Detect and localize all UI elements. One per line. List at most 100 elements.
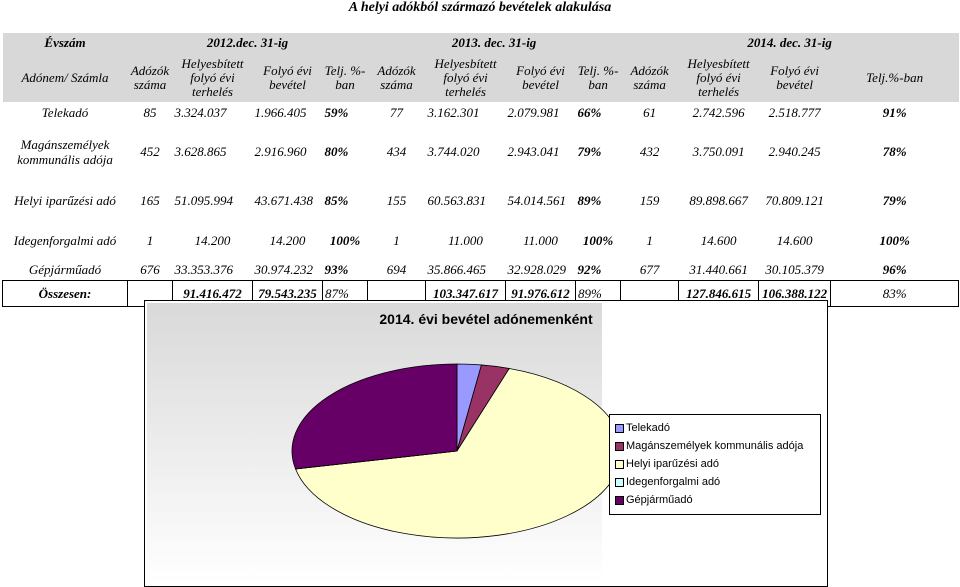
cell: 33.353.376: [174, 262, 234, 277]
legend-label: Magánszemélyek kommunális adója: [626, 440, 804, 452]
cell: 676: [140, 262, 160, 277]
cell: 32.928.029: [507, 262, 567, 277]
legend-swatch: [615, 460, 624, 469]
cell: 165: [140, 192, 160, 208]
cell: 2.742.596: [692, 104, 745, 120]
pie-slice-4: [291, 363, 458, 470]
table-row: Telekadó 85 3.324.037 1.966.405 59% 77 3…: [3, 102, 959, 123]
chart-title: 2014. évi bevétel adónemenként: [379, 311, 593, 327]
cell: 85: [143, 104, 157, 120]
legend-swatch: [615, 478, 624, 487]
row-name: Gépjárműadó: [28, 262, 102, 277]
table-row: Gépjárműadó 676 33.353.376 30.974.232 93…: [3, 260, 959, 281]
legend-swatch: [615, 496, 624, 505]
col-pct-2012: Telj. %-ban: [322, 53, 368, 102]
col-revenue-2012: Folyó évi bevétel: [252, 53, 323, 102]
cell: 78%: [882, 144, 907, 159]
tax-revenue-table: Évszám 2012.dec. 31-ig 2013. dec. 31-ig …: [2, 33, 960, 307]
cell: 31.440.661: [689, 262, 748, 277]
cell: 100%: [582, 232, 614, 248]
cell: 14.200: [194, 232, 231, 248]
year-2012: 2012.dec. 31-ig: [127, 33, 368, 53]
cell: 30.974.232: [254, 262, 314, 277]
col-revenue-2014: Folyó évi bevétel: [758, 53, 831, 102]
cell: 1.966.405: [254, 104, 307, 120]
cell: 85%: [324, 192, 349, 208]
cell: 1: [393, 232, 400, 248]
total-label: Összesen:: [2, 280, 128, 307]
col-taxpayers-2014: Adózók száma: [620, 53, 679, 102]
cell: 59%: [324, 104, 349, 120]
legend-item: Gépjárműadó: [610, 491, 820, 509]
cell: 3.324.037: [174, 104, 227, 120]
cell: 79%: [577, 144, 602, 159]
cell: 93%: [324, 262, 349, 277]
cell: 3.628.865: [174, 144, 227, 159]
legend-item: Telekadó: [610, 419, 820, 437]
cell: 677: [639, 262, 660, 277]
cell: 66%: [577, 104, 602, 120]
cell: 89.898.667: [689, 192, 748, 208]
legend-swatch: [615, 424, 624, 433]
cell: 452: [140, 144, 160, 159]
pie-slice-2: [294, 368, 623, 539]
tax-account-label: Adónem/ Számla: [2, 53, 128, 102]
table-row: Magánszemélyek kommunális adója 452 3.62…: [3, 123, 959, 180]
row-name: Magánszemélyek kommunális adója: [17, 136, 113, 167]
legend-label: Gépjárműadó: [626, 494, 693, 506]
cell: 70.809.121: [765, 192, 824, 208]
cell: 694: [386, 262, 407, 277]
cell: 100%: [329, 232, 361, 248]
legend-item: Magánszemélyek kommunális adója: [610, 437, 820, 455]
cell: 79%: [882, 192, 907, 208]
cell: 89%: [577, 192, 602, 208]
cell: 3.744.020: [427, 144, 480, 159]
legend-label: Helyi iparűzési adó: [626, 458, 719, 470]
legend-label: Telekadó: [626, 422, 671, 434]
cell: 2.943.041: [507, 144, 560, 159]
legend-label: Idegenforgalmi adó: [626, 476, 721, 488]
page-title: A helyi adókból származó bevételek alaku…: [348, 0, 612, 15]
cell: 43.671.438: [254, 192, 314, 208]
cell: 54.014.561: [507, 192, 567, 208]
cell: 1: [646, 232, 653, 248]
cell: 77: [390, 104, 404, 120]
year-2013: 2013. dec. 31-ig: [367, 33, 621, 53]
year-row: Évszám 2012.dec. 31-ig 2013. dec. 31-ig …: [2, 33, 959, 53]
cell: 11.000: [448, 232, 483, 248]
col-assessed-2014: Helyesbített folyó évi terhelés: [678, 53, 759, 102]
table-row: Helyi iparűzési adó 165 51.095.994 43.67…: [3, 180, 959, 220]
table-row: Idegenforgalmi adó 1 14.200 14.200 100% …: [3, 220, 959, 260]
cell: 155: [386, 192, 407, 208]
cell: 80%: [324, 144, 349, 159]
cell: 60.563.831: [427, 192, 487, 208]
cell: 83%: [830, 280, 960, 307]
cell: 3.750.091: [692, 144, 745, 159]
legend-swatch: [615, 442, 624, 451]
cell: 2.916.960: [254, 144, 307, 159]
cell: 91%: [882, 104, 907, 120]
col-revenue-2013: Folyó évi bevétel: [505, 53, 576, 102]
cell: 96%: [882, 262, 907, 277]
col-assessed-2013: Helyesbített folyó évi terhelés: [425, 53, 506, 102]
col-taxpayers-2013: Adózók száma: [367, 53, 426, 102]
cell: 159: [639, 192, 660, 208]
cell: 2.079.981: [507, 104, 560, 120]
col-taxpayers-2012: Adózók száma: [127, 53, 173, 102]
cell: 100%: [879, 232, 910, 248]
cell: 1: [146, 232, 154, 248]
cell: 61: [643, 104, 657, 120]
year-2014: 2014. dec. 31-ig: [620, 33, 959, 53]
row-name: Helyi iparűzési adó: [14, 192, 116, 208]
cell: 51.095.994: [174, 192, 234, 208]
legend-item: Idegenforgalmi adó: [610, 473, 820, 491]
cell: 92%: [577, 262, 602, 277]
cell: 3.162.301: [427, 104, 480, 120]
cell: 14.600: [776, 232, 813, 248]
cell: 432: [639, 144, 660, 159]
col-pct-2014: Telj.%-ban: [830, 53, 959, 102]
cell: 14.600: [700, 232, 737, 248]
year-label: Évszám: [2, 33, 128, 53]
cell: 2.518.777: [768, 104, 821, 120]
col-assessed-2012: Helyesbített folyó évi terhelés: [172, 53, 253, 102]
